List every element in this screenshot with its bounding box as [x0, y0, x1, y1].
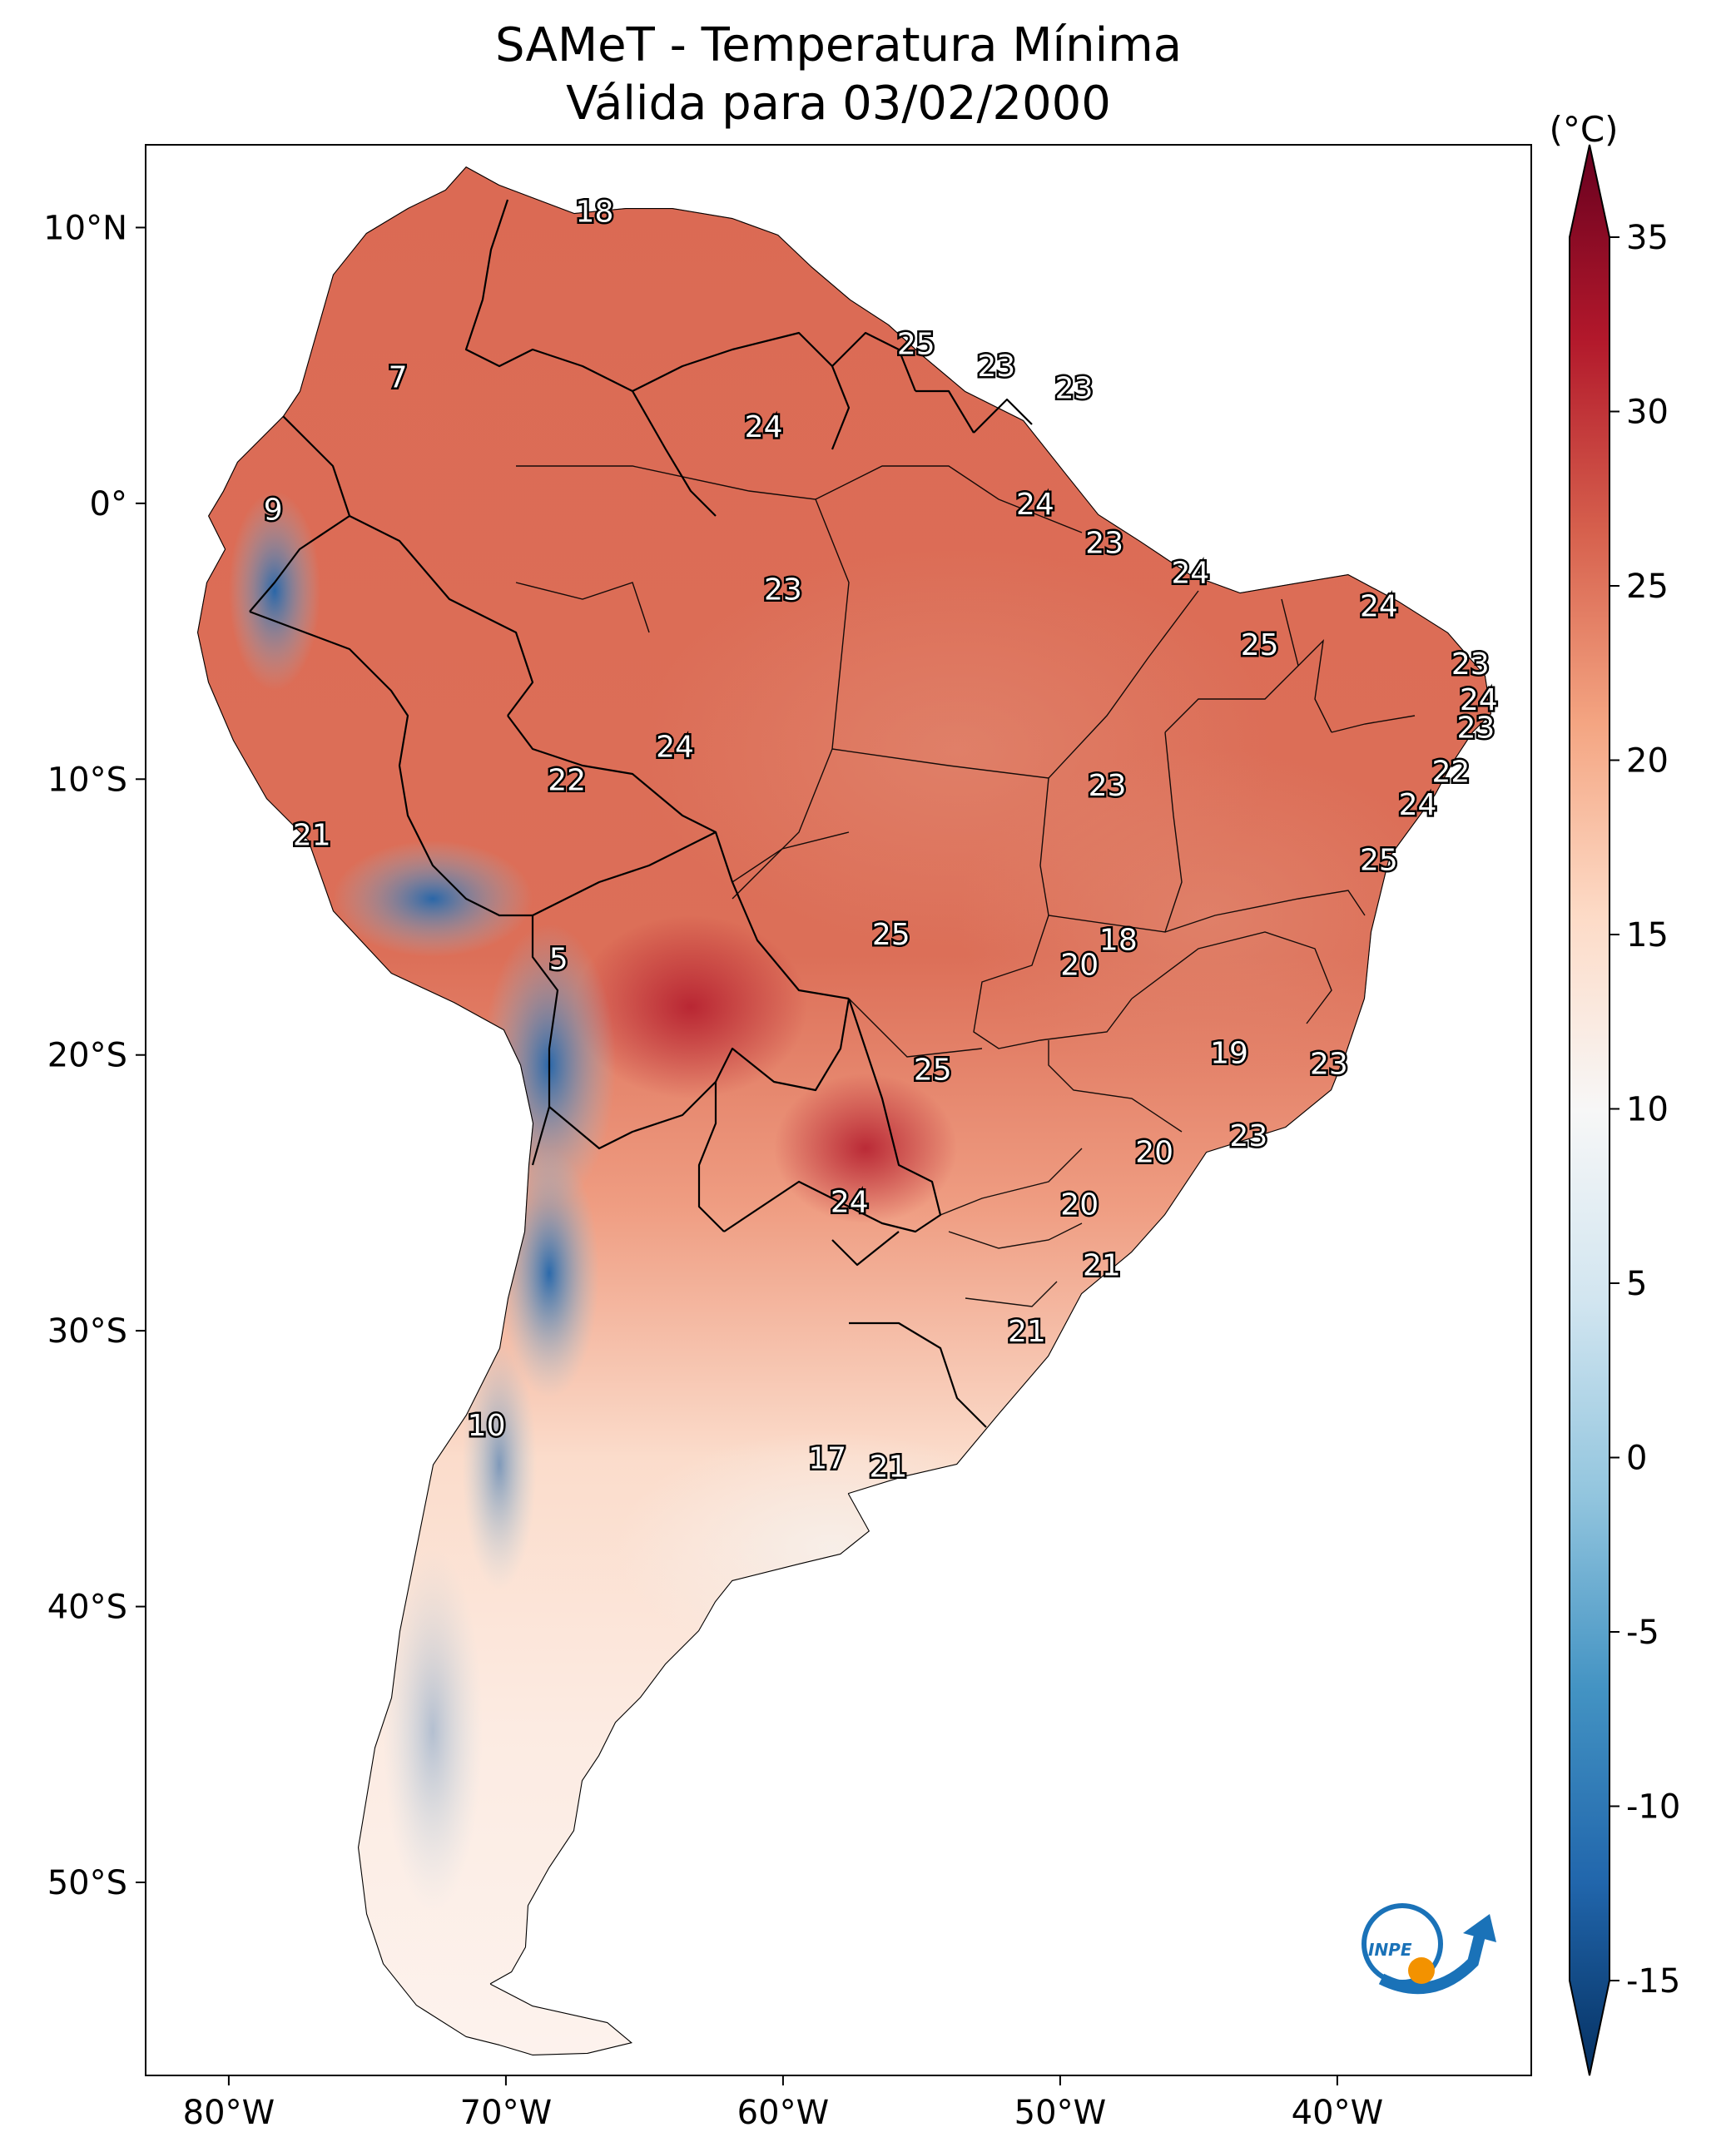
colorbar: (°C) 35 30 25 20 15 10 5 0 -5 -10 -15 — [1549, 109, 1680, 2076]
colorbar-tick-label: -10 — [1626, 1788, 1680, 1827]
lat-tick-label: 0° — [90, 485, 127, 523]
colorbar-tick-label: -15 — [1626, 1962, 1680, 2001]
temperature-label: 24 — [831, 1185, 869, 1219]
temperature-label: 24 — [1360, 589, 1398, 623]
map-title-line-1: SAMeT - Temperatura Mínima — [494, 18, 1183, 72]
temperature-label: 24 — [745, 410, 783, 444]
temperature-label: 21 — [293, 819, 331, 853]
temperature-label: 20 — [1060, 948, 1099, 982]
colorbar-tick-label: 15 — [1626, 916, 1669, 955]
temperature-label: 24 — [1016, 488, 1054, 522]
lat-tick-label: 10°S — [47, 761, 127, 799]
temperature-label: 23 — [1451, 647, 1490, 682]
temperature-label: 25 — [1241, 628, 1279, 662]
lon-tick-label: 80°W — [183, 2094, 275, 2132]
lat-tick-label: 30°S — [47, 1312, 127, 1351]
temperature-label: 9 — [264, 493, 283, 527]
temperature-label: 23 — [764, 573, 802, 607]
lat-tick-label: 40°S — [47, 1589, 127, 1627]
map-title-line-2: Válida para 03/02/2000 — [566, 77, 1111, 131]
colorbar-tick-label: 25 — [1626, 568, 1669, 606]
colorbar-tick-label: 10 — [1626, 1091, 1669, 1129]
longitude-axis: 80°W 70°W 60°W 50°W 40°W — [183, 2075, 1383, 2132]
temperature-label: 23 — [1089, 769, 1127, 803]
temperature-label: 23 — [1055, 372, 1094, 406]
colorbar-tick-label: 35 — [1626, 219, 1669, 257]
colorbar-tick-label: 5 — [1626, 1265, 1647, 1303]
colorbar-tick-label: 30 — [1626, 394, 1669, 432]
lon-tick-label: 60°W — [737, 2094, 829, 2132]
temperature-label: 19 — [1210, 1036, 1248, 1070]
state-borders — [515, 465, 1416, 1307]
latitude-axis: 10°N 0° 10°S 20°S 30°S 40°S 50°S — [43, 209, 146, 1902]
temperature-label: 18 — [576, 196, 614, 230]
lon-tick-label: 70°W — [460, 2094, 552, 2132]
temperature-label: 24 — [656, 731, 694, 765]
temperature-label: 5 — [549, 943, 568, 977]
temperature-label: 22 — [1432, 755, 1471, 789]
temperature-label: 24 — [1172, 557, 1210, 591]
inpe-logo-text: INPE — [1368, 1940, 1412, 1960]
temperature-label: 25 — [897, 328, 935, 362]
temperature-label: 24 — [1399, 788, 1437, 822]
lon-tick-label: 40°W — [1292, 2094, 1383, 2132]
temperature-label: 10 — [468, 1409, 506, 1443]
temperature-label: 21 — [1083, 1249, 1121, 1283]
lat-tick-label: 20°S — [47, 1037, 127, 1075]
temperature-label: 23 — [1229, 1119, 1267, 1153]
colorbar-tick-label: -5 — [1626, 1614, 1659, 1652]
temperature-label: 21 — [1008, 1315, 1046, 1349]
temperature-label: 25 — [1360, 843, 1398, 877]
colorbar-body — [1569, 144, 1610, 2076]
inpe-logo: INPE — [1362, 1903, 1496, 1995]
temperature-label: 23 — [977, 350, 1015, 384]
temperature-label: 25 — [872, 918, 910, 952]
temperature-label: 20 — [1135, 1136, 1173, 1170]
colorbar-tick-label: 0 — [1626, 1440, 1647, 1478]
temperature-label: 23 — [1085, 526, 1123, 560]
temperature-label: 23 — [1456, 711, 1495, 745]
colorbar-ticks: 35 30 25 20 15 10 5 0 -5 -10 -15 — [1610, 219, 1680, 2001]
temperature-label: 7 — [389, 360, 408, 394]
temperature-label: 24 — [1460, 683, 1498, 717]
temperature-label: 22 — [548, 763, 586, 797]
temperature-label: 25 — [914, 1053, 952, 1087]
lat-tick-label: 10°N — [43, 209, 127, 247]
map-frame — [145, 144, 1532, 2076]
temperature-label: 23 — [1310, 1048, 1348, 1082]
temperature-label: 20 — [1060, 1188, 1099, 1222]
temperature-label: 21 — [870, 1450, 908, 1485]
lon-tick-label: 50°W — [1014, 2094, 1106, 2132]
colorbar-tick-label: 20 — [1626, 742, 1669, 781]
colorbar-unit: (°C) — [1549, 109, 1618, 150]
lat-tick-label: 50°S — [47, 1864, 127, 1902]
temperature-label: 17 — [808, 1442, 846, 1476]
temperature-label: 18 — [1099, 924, 1138, 958]
